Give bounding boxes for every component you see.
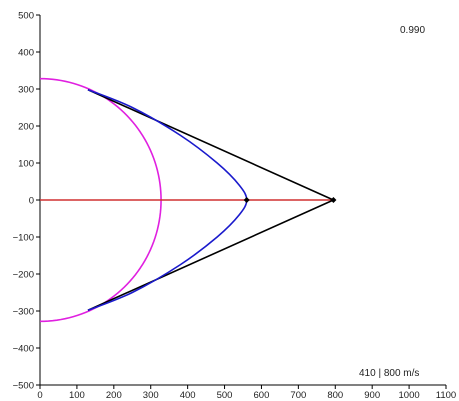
- y-tick-label: −200: [13, 270, 34, 281]
- x-tick-label: 1000: [399, 390, 420, 401]
- marker-point: [243, 197, 250, 203]
- annotation-top-right: 0.990: [400, 25, 425, 36]
- x-tick-label: 200: [106, 390, 122, 401]
- x-tick-label: 500: [217, 390, 233, 401]
- x-tick-label: 800: [327, 390, 343, 401]
- x-tick-label: 1100: [436, 390, 456, 401]
- x-tick-label: 600: [254, 390, 270, 401]
- y-tick-label: 0: [29, 196, 34, 207]
- marker-layer: [243, 197, 337, 203]
- y-tick-label: −100: [13, 233, 34, 244]
- x-tick-label: 700: [290, 390, 306, 401]
- x-tick-label: 400: [180, 390, 196, 401]
- y-tick-label: 400: [18, 48, 34, 59]
- x-tick-label: 900: [364, 390, 380, 401]
- annotation-bottom-right: 410 | 800 m/s: [359, 368, 419, 379]
- x-tick-label: 300: [143, 390, 159, 401]
- x-tick-label: 100: [69, 390, 85, 401]
- marker-point: [330, 197, 337, 203]
- x-tick-label: 0: [37, 390, 42, 401]
- y-tick-label: 200: [18, 122, 34, 133]
- y-tick-label: 300: [18, 85, 34, 96]
- series-layer: [39, 77, 335, 323]
- y-tick-label: −400: [13, 344, 34, 355]
- y-tick-label: −500: [13, 381, 34, 392]
- y-tick-label: −300: [13, 307, 34, 318]
- y-tick-label: 500: [18, 11, 34, 22]
- y-tick-label: 100: [18, 159, 34, 170]
